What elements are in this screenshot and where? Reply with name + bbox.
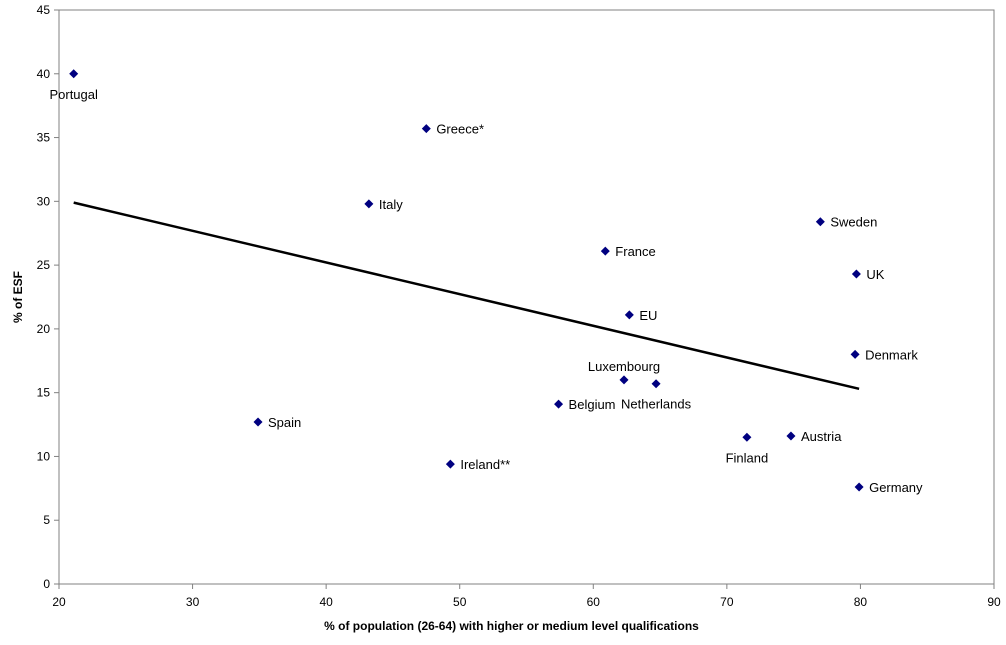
point-spain: [253, 417, 263, 427]
y-axis-ticks: 0 5 10 15 20 25 30 35 40 45: [37, 3, 59, 591]
point-netherlands: [651, 379, 661, 389]
point-luxembourg: [619, 375, 629, 385]
point-eu: [624, 310, 634, 320]
y-tick-label: 35: [37, 131, 51, 145]
y-tick-label: 0: [43, 577, 50, 591]
y-tick-label: 20: [37, 322, 51, 336]
point-label-portugal: Portugal: [49, 87, 98, 102]
x-tick-label: 70: [720, 595, 734, 609]
data-points: Portugal Greece* Italy Sweden France UK EU Denm…: [49, 69, 923, 495]
point-label-france: France: [615, 244, 655, 259]
x-tick-label: 40: [319, 595, 333, 609]
y-tick-label: 30: [37, 194, 51, 208]
point-label-netherlands: Netherlands: [621, 397, 692, 412]
point-label-greece: Greece*: [436, 122, 484, 137]
y-tick-label: 15: [37, 386, 51, 400]
point-label-luxembourg: Luxembourg: [588, 359, 660, 374]
point-ireland: [445, 459, 455, 469]
x-tick-label: 50: [453, 595, 467, 609]
point-portugal: [69, 69, 79, 79]
point-label-italy: Italy: [379, 197, 403, 212]
point-finland: [742, 432, 752, 442]
point-label-finland: Finland: [726, 450, 769, 465]
x-tick-label: 80: [854, 595, 868, 609]
y-tick-label: 45: [37, 3, 51, 17]
point-label-germany: Germany: [869, 480, 923, 495]
point-label-ireland: Ireland**: [460, 457, 510, 472]
point-uk: [851, 269, 861, 279]
y-axis-title: % of ESF: [11, 271, 25, 323]
trendline: [73, 201, 860, 391]
y-tick-label: 25: [37, 258, 51, 272]
point-sweden: [815, 217, 825, 227]
point-label-spain: Spain: [268, 415, 301, 430]
point-germany: [854, 482, 864, 492]
point-belgium: [554, 399, 564, 409]
x-axis-ticks: 20 30 40 50 60 70 80 90: [52, 584, 1001, 609]
point-label-eu: EU: [639, 308, 657, 323]
point-label-sweden: Sweden: [830, 215, 877, 230]
x-axis-title: % of population (26-64) with higher or m…: [324, 619, 699, 633]
plot-area: [58, 9, 995, 585]
point-label-uk: UK: [866, 267, 884, 282]
point-label-denmark: Denmark: [865, 347, 918, 362]
y-tick-label: 5: [43, 513, 50, 527]
point-label-belgium: Belgium: [569, 397, 616, 412]
point-label-austria: Austria: [801, 429, 842, 444]
point-italy: [364, 199, 374, 209]
point-greece: [421, 124, 431, 134]
x-tick-label: 20: [52, 595, 66, 609]
point-austria: [786, 431, 796, 441]
point-france: [600, 246, 610, 256]
point-denmark: [850, 349, 860, 359]
x-tick-label: 60: [587, 595, 601, 609]
y-tick-label: 10: [37, 449, 51, 463]
y-tick-label: 40: [37, 67, 51, 81]
x-tick-label: 90: [987, 595, 1001, 609]
x-tick-label: 30: [186, 595, 200, 609]
